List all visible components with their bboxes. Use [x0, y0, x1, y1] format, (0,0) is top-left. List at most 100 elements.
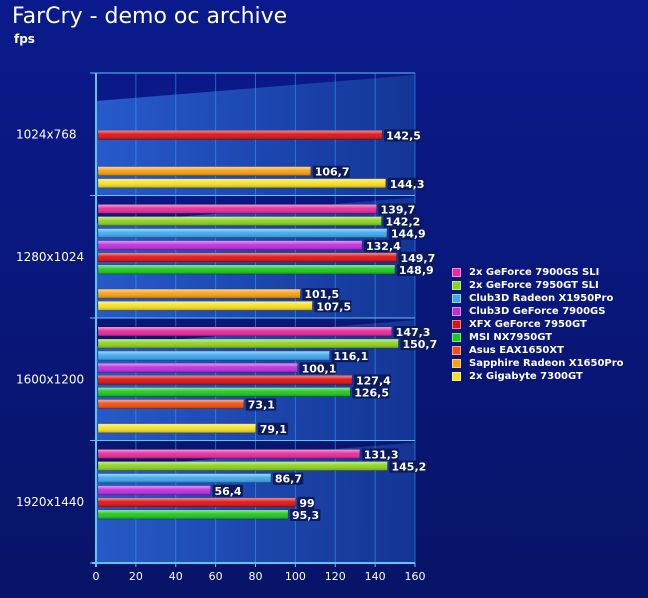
data-label: 100,1 [302, 362, 337, 375]
bar-highlight [98, 216, 382, 226]
legend-swatch [452, 268, 461, 277]
data-label: 73,1 [248, 399, 275, 412]
x-tick-label: 160 [405, 570, 426, 583]
data-label-bg [245, 398, 277, 411]
bar-highlight [98, 449, 360, 459]
x-tick-label: 20 [129, 570, 143, 583]
data-label-bg [363, 239, 401, 252]
legend-item: 2x GeForce 7950GT SLI [452, 279, 624, 292]
x-tick-label: 60 [209, 570, 223, 583]
data-label-bg [361, 448, 399, 461]
bar-highlight [98, 130, 383, 140]
bar-highlight [98, 178, 386, 188]
legend-item: Club3D Radeon X1950Pro [452, 292, 624, 305]
data-label-bg [389, 460, 427, 473]
bar-highlight [98, 399, 244, 409]
data-label: 142,5 [386, 129, 421, 142]
data-label: 99 [299, 497, 314, 510]
data-label-bg [383, 215, 421, 228]
x-tick-label: 0 [93, 570, 100, 583]
legend-item: XFX GeForce 7950GT [452, 318, 624, 331]
bar-highlight [98, 265, 395, 274]
data-label: 107,5 [316, 300, 351, 313]
data-label-bg [314, 300, 352, 313]
data-label: 126,5 [354, 387, 389, 400]
data-label: 148,9 [399, 264, 434, 277]
data-label-bg [396, 264, 434, 276]
data-label-bg [290, 509, 321, 521]
x-tick-label: 80 [249, 570, 263, 583]
category-label: 1280x1024 [16, 250, 84, 264]
legend-label: 2x GeForce 7900GS SLI [469, 267, 600, 278]
legend-swatch [452, 346, 461, 355]
bar-highlight [98, 363, 298, 373]
chart-title: FarCry - demo oc archive [12, 4, 288, 29]
data-label-bg [331, 350, 369, 363]
data-label: 142,2 [386, 216, 421, 229]
data-label: 139,7 [381, 204, 416, 217]
legend-swatch [452, 294, 461, 303]
bar-highlight [98, 497, 296, 507]
bar-highlight [98, 252, 397, 262]
data-label: 56,4 [214, 485, 241, 498]
data-label: 150,7 [402, 338, 437, 351]
data-label-bg [257, 422, 289, 435]
x-tick-label: 120 [325, 570, 346, 583]
data-label-bg [212, 484, 243, 497]
data-label-bg [378, 203, 416, 216]
legend-label: 2x Gigabyte 7300GT [469, 371, 583, 382]
legend-label: Asus EAX1650XT [469, 345, 564, 356]
category-label: 1024x768 [16, 127, 77, 141]
data-label-bg [312, 165, 350, 178]
legend-item: Club3D GeForce 7900GS [452, 305, 624, 318]
legend-item: 2x Gigabyte 7300GT [452, 370, 624, 383]
data-label-bg [354, 374, 392, 387]
legend-label: XFX GeForce 7950GT [469, 319, 587, 330]
legend-label: Club3D Radeon X1950Pro [469, 293, 614, 304]
data-label-bg [384, 129, 422, 142]
bar-highlight [98, 510, 289, 519]
data-label: 144,9 [391, 228, 426, 241]
chart-subtitle: fps [14, 32, 35, 46]
data-label-bg [388, 227, 426, 240]
legend-item: 2x GeForce 7900GS SLI [452, 266, 624, 279]
legend-label: MSI NX7950GT [469, 332, 553, 343]
bar-highlight [98, 289, 301, 299]
x-tick-label: 40 [169, 570, 183, 583]
bar-highlight [98, 473, 271, 483]
bar-highlight [98, 339, 399, 349]
bar-highlight [98, 461, 388, 471]
x-tick-label: 140 [365, 570, 386, 583]
legend-swatch [452, 307, 461, 316]
legend-item: Sapphire Radeon X1650Pro [452, 357, 624, 370]
data-label-bg [400, 338, 438, 351]
bar-highlight [98, 351, 330, 361]
bar-highlight [98, 228, 387, 238]
legend-swatch [452, 281, 461, 290]
data-label-bg [299, 362, 337, 375]
data-label-bg [387, 177, 425, 190]
data-label: 145,2 [391, 461, 426, 474]
data-label-bg [297, 496, 315, 509]
data-label: 95,3 [292, 509, 319, 522]
data-label-bg [302, 288, 340, 301]
bar-highlight [98, 301, 313, 311]
bar-highlight [98, 204, 377, 214]
data-label-bg [398, 251, 436, 264]
data-label: 147,3 [396, 326, 431, 339]
legend-swatch [452, 359, 461, 368]
bar-highlight [98, 327, 392, 336]
data-label: 79,1 [260, 423, 287, 436]
bar-highlight [98, 485, 211, 495]
data-label: 127,4 [356, 374, 391, 387]
data-label: 116,1 [333, 350, 368, 363]
category-label: 1600x1200 [16, 372, 84, 386]
legend-label: Club3D GeForce 7900GS [469, 306, 606, 317]
data-label: 106,7 [315, 166, 350, 179]
category-label: 1920x1440 [16, 495, 84, 509]
bar-highlight [98, 387, 351, 397]
legend-label: 2x GeForce 7950GT SLI [469, 280, 599, 291]
data-label-bg [272, 472, 304, 485]
legend-swatch [452, 320, 461, 329]
